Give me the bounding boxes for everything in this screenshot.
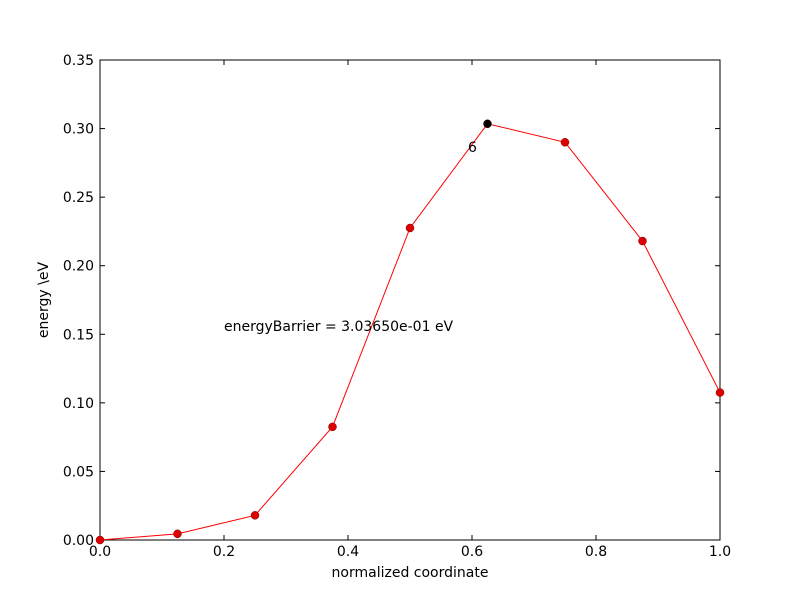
data-point [250, 511, 260, 520]
data-point [95, 535, 105, 545]
y-tick-label: 0.30 [63, 122, 94, 138]
y-tick-label: 0.05 [63, 464, 94, 480]
data-point [715, 388, 725, 397]
x-tick-label: 0.2 [213, 544, 235, 560]
x-tick-label: 0.0 [89, 544, 111, 560]
y-tick-label: 0.35 [63, 53, 94, 69]
highlight-point [483, 119, 492, 128]
data-point [173, 529, 182, 539]
x-tick-label: 0.6 [461, 544, 483, 560]
highlight-point-label: 6 [468, 140, 477, 156]
axis-ticks: 0.0 0.2 0.4 0.6 0.8 1.0 0.00 0.05 0.10 0.15 0.20 0.… [63, 53, 731, 560]
x-tick-label: 0.4 [337, 544, 359, 560]
y-tick-label: 0.25 [63, 190, 94, 206]
data-point [328, 422, 337, 432]
y-tick-label: 0.15 [63, 327, 94, 343]
y-tick-label: 0.00 [63, 533, 94, 549]
x-tick-label: 1.0 [709, 544, 731, 560]
x-axis-label: normalized coordinate [332, 565, 489, 581]
y-tick-label: 0.20 [63, 259, 94, 275]
data-point [560, 138, 570, 147]
marker-layer [95, 119, 725, 545]
plot-area [99, 59, 721, 541]
data-point [638, 236, 647, 246]
y-tick-label: 0.10 [63, 396, 94, 412]
data-point [405, 223, 415, 233]
y-axis-label: energy \eV [36, 262, 52, 339]
x-tick-label: 0.8 [585, 544, 607, 560]
energy-barrier-annotation: energyBarrier = 3.03650e-01 eV [224, 319, 454, 335]
